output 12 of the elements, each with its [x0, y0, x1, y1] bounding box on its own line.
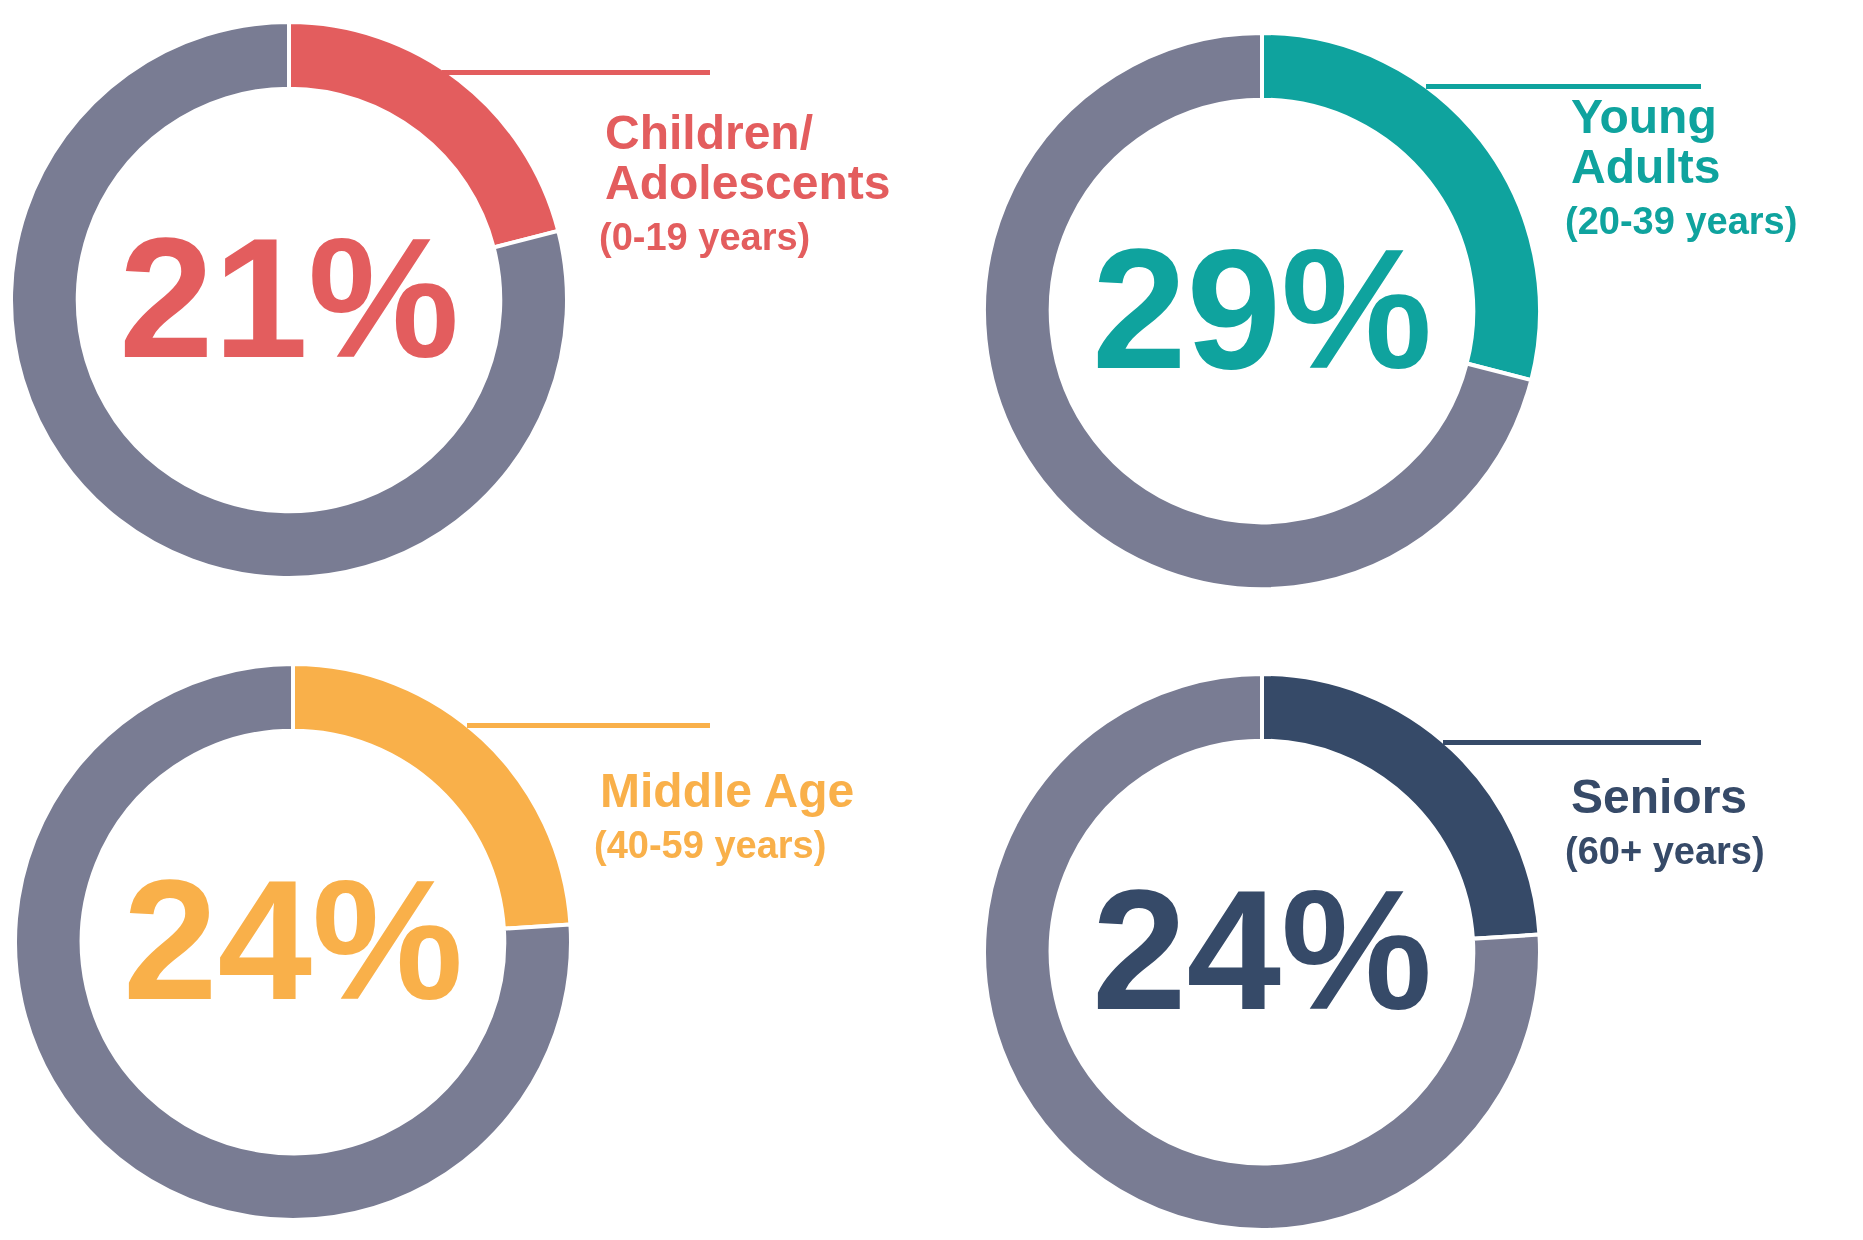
slice-label: Young Adults: [1571, 90, 1722, 193]
text: (60+ years): [1565, 830, 1765, 873]
slice-label: Seniors: [1571, 770, 1749, 823]
text: (20-39 years): [1565, 200, 1798, 243]
data-label: 29%: [1091, 213, 1433, 404]
text: (40-59 years): [594, 824, 827, 867]
text: (0-19 years): [599, 216, 811, 259]
data-label: 21%: [118, 202, 460, 393]
data-label: 24%: [122, 844, 464, 1035]
data-label: 24%: [1091, 854, 1433, 1045]
slice-label: Children/ Adolescents: [605, 106, 892, 209]
slice-label: Middle Age: [600, 764, 856, 817]
